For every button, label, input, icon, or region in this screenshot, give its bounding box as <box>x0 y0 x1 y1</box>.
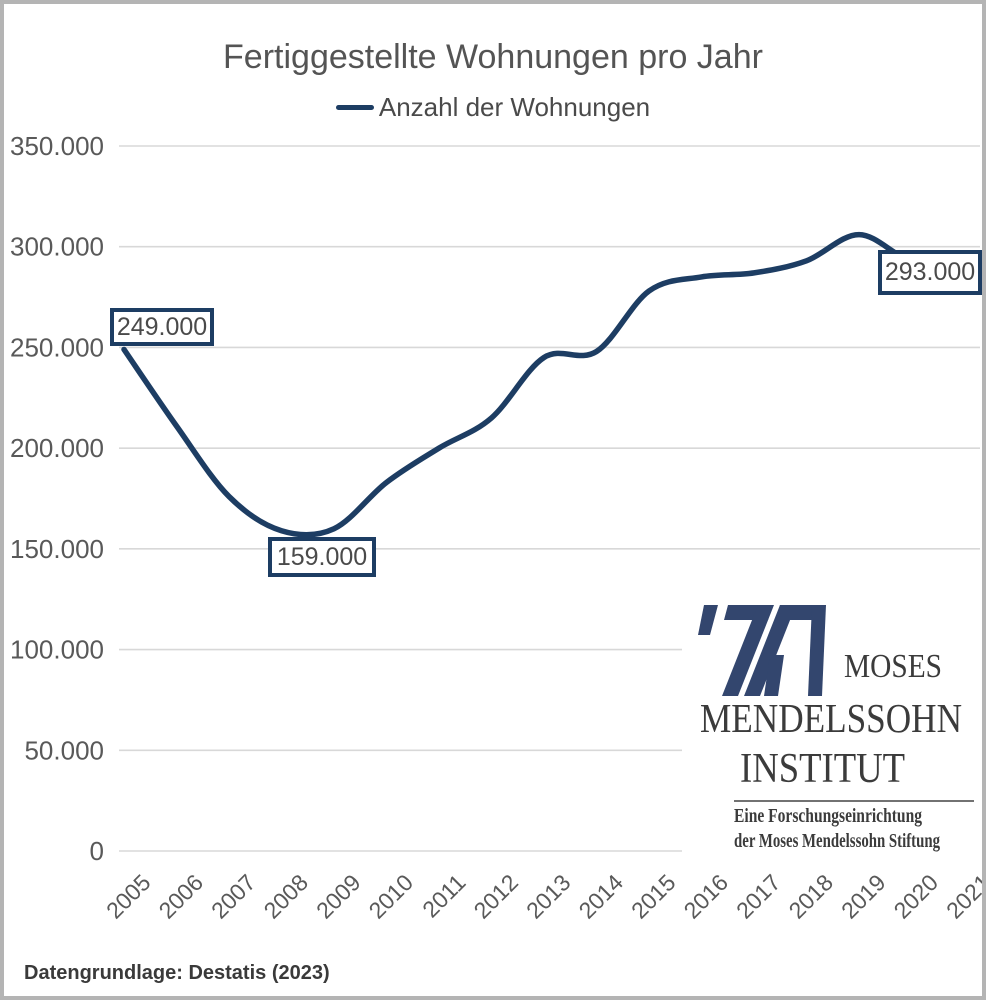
logo-word-mendelssohn: MENDELSSOHN <box>700 695 962 741</box>
x-axis-tick-label: 2012 <box>468 869 523 924</box>
x-axis-tick-label: 2021 <box>941 869 986 924</box>
y-axis-tick-label: 150.000 <box>10 534 104 564</box>
y-axis-tick-label: 50.000 <box>24 735 104 765</box>
x-axis-tick-label: 2008 <box>258 869 313 924</box>
institute-logo-graphic: MOSES MENDELSSOHN INSTITUT Eine Forschun… <box>698 605 974 852</box>
logo-word-institut: INSTITUT <box>740 746 905 792</box>
x-axis-tick-label: 2019 <box>836 869 891 924</box>
y-axis-tick-label: 250.000 <box>10 332 104 362</box>
y-axis-tick-label: 300.000 <box>10 232 104 262</box>
moses-mendelssohn-institut-logo: MOSES MENDELSSOHN INSTITUT Eine Forschun… <box>682 591 980 857</box>
mm-monogram-icon <box>698 605 826 696</box>
x-axis-tick-label: 2007 <box>206 869 261 924</box>
logo-word-moses: MOSES <box>844 648 942 685</box>
x-axis-tick-label: 2020 <box>888 869 943 924</box>
x-axis-tick-label: 2015 <box>626 869 681 924</box>
x-axis-tick-label: 2006 <box>153 869 208 924</box>
logo-subline-2: der Moses Mendelssohn Stiftung <box>734 830 940 852</box>
x-axis-tick-label: 2016 <box>678 869 733 924</box>
series-line-anzahl-der-wohnungen <box>121 231 967 538</box>
y-axis-tick-label: 200.000 <box>10 433 104 463</box>
legend: Anzahl der Wohnungen <box>4 92 982 123</box>
legend-line-swatch <box>335 105 374 110</box>
x-axis-tick-label: 2013 <box>521 869 576 924</box>
y-axis-tick-label: 100.000 <box>10 635 104 665</box>
x-axis-tick-label: 2010 <box>363 869 418 924</box>
data-label-2021: 293.000 <box>878 250 982 295</box>
x-axis-tick-label: 2009 <box>311 869 366 924</box>
x-axis-tick-label: 2011 <box>417 869 470 922</box>
data-label-minimum: 159.000 <box>268 537 376 577</box>
y-axis-tick-label: 350.000 <box>10 131 104 161</box>
x-axis-tick-label: 2005 <box>101 869 156 924</box>
x-axis-tick-label: 2017 <box>731 869 786 924</box>
source-caption: Datengrundlage: Destatis (2023) <box>24 962 330 984</box>
x-axis-tick-label: 2014 <box>573 869 628 924</box>
legend-label: Anzahl der Wohnungen <box>378 92 651 122</box>
logo-subline-1: Eine Forschungseinrichtung <box>734 805 922 827</box>
x-axis-tick-label: 2018 <box>783 869 838 924</box>
data-label-2005: 249.000 <box>110 308 214 346</box>
y-axis-tick-label: 0 <box>90 836 104 866</box>
page-title: Fertiggestellte Wohnungen pro Jahr <box>223 38 763 76</box>
